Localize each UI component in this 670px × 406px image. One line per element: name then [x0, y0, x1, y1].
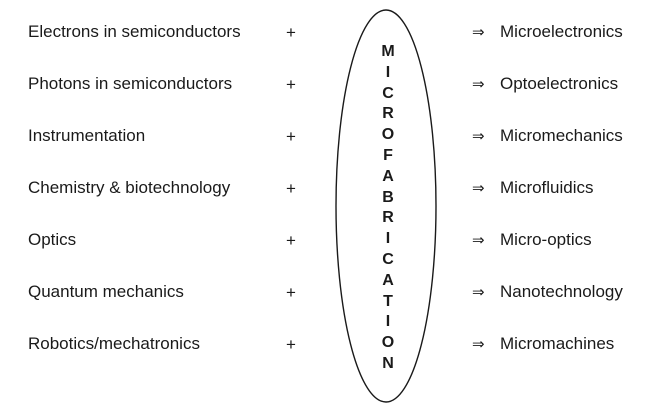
double-arrow-icon: ⇒	[472, 24, 485, 41]
center-letter: C	[382, 84, 394, 102]
center-letter: T	[383, 292, 393, 310]
input-item: Robotics/mechatronics	[28, 334, 200, 353]
output-label: Micromachines	[500, 334, 615, 353]
output-label: Micromechanics	[500, 126, 623, 145]
output-label: Microfluidics	[500, 178, 594, 197]
input-item: Quantum mechanics	[28, 282, 184, 301]
double-arrow-icon: ⇒	[472, 180, 485, 197]
input-item: Photons in semiconductors	[28, 74, 233, 93]
output-label: Nanotechnology	[500, 282, 623, 301]
double-arrow-icon: ⇒	[472, 76, 485, 93]
center-letter: I	[385, 63, 391, 81]
center-letter: O	[381, 334, 395, 352]
double-arrow-icon: ⇒	[472, 232, 485, 249]
output-item: ⇒ Microelectronics	[472, 18, 662, 70]
center-letter: N	[382, 354, 394, 372]
center-letter: I	[385, 313, 391, 331]
center-letter: R	[382, 209, 394, 227]
input-item: Optics	[28, 230, 77, 249]
output-item: ⇒ Optoelectronics	[472, 70, 662, 122]
input-item: Chemistry & biotechnology	[28, 178, 231, 197]
plus-symbols-column: + + + + + + +	[284, 18, 298, 382]
output-item: ⇒ Microfluidics	[472, 174, 662, 226]
center-letter: M	[381, 43, 395, 60]
output-item: ⇒ Nanotechnology	[472, 278, 662, 330]
input-item: Electrons in semiconductors	[28, 22, 241, 41]
plus-symbol: +	[286, 75, 296, 94]
plus-symbol: +	[286, 179, 296, 198]
plus-symbol: +	[286, 127, 296, 146]
center-letter: F	[383, 146, 393, 164]
plus-symbol: +	[286, 335, 296, 354]
output-item: ⇒ Micromachines	[472, 330, 662, 382]
center-letter: I	[385, 230, 391, 248]
output-fields-list: ⇒ Microelectronics ⇒ Optoelectronics ⇒ Micr…	[472, 18, 662, 382]
double-arrow-icon: ⇒	[472, 128, 485, 145]
center-letter: A	[382, 271, 394, 289]
plus-symbol: +	[286, 231, 296, 250]
output-label: Optoelectronics	[500, 74, 619, 93]
output-item: ⇒ Micromechanics	[472, 122, 662, 174]
plus-symbol: +	[286, 23, 296, 42]
double-arrow-icon: ⇒	[472, 284, 485, 301]
center-letter: A	[382, 167, 394, 185]
output-label: Microelectronics	[500, 22, 623, 41]
center-letter: O	[381, 126, 395, 144]
output-item: ⇒ Micro-optics	[472, 226, 662, 278]
output-label: Micro-optics	[500, 230, 592, 249]
center-letter: B	[382, 188, 394, 206]
center-letter: C	[382, 250, 394, 268]
center-letter: R	[382, 105, 394, 123]
input-disciplines-list: Electrons in semiconductors Photons in s…	[28, 18, 278, 382]
input-item: Instrumentation	[28, 126, 146, 145]
double-arrow-icon: ⇒	[472, 336, 485, 353]
microfabrication-label: M I C R O F A B R I C A T I O N	[378, 42, 398, 375]
plus-symbol: +	[286, 283, 296, 302]
